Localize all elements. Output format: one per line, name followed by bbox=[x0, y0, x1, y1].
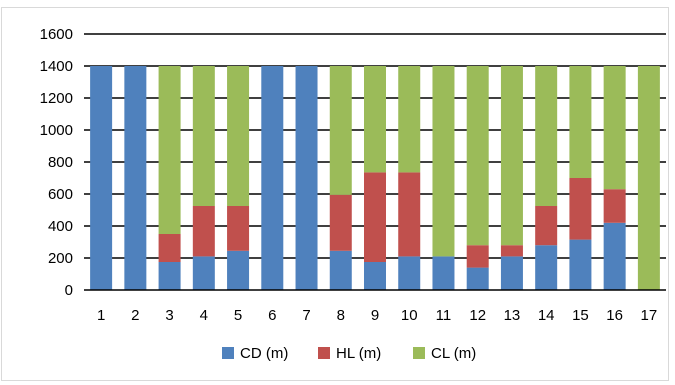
bar-9-cl bbox=[364, 66, 386, 173]
x-tick-label: 10 bbox=[401, 307, 418, 324]
x-tick-label: 2 bbox=[131, 307, 139, 324]
x-tick-label: 9 bbox=[371, 307, 379, 324]
legend-swatch-cd bbox=[222, 347, 234, 359]
x-tick-label: 11 bbox=[436, 307, 452, 324]
bar-16-cl bbox=[603, 66, 626, 190]
bar-14-hl bbox=[535, 206, 558, 246]
x-tick-label: 1 bbox=[97, 307, 105, 324]
bar-8-cl bbox=[329, 66, 352, 195]
bar-13-cl bbox=[500, 66, 523, 246]
bar-15-hl bbox=[569, 178, 592, 240]
y-tick-label: 0 bbox=[65, 282, 73, 299]
x-tick-label: 8 bbox=[337, 307, 345, 324]
y-tick-label: 600 bbox=[48, 186, 73, 203]
legend: CD (m) HL (m) CL (m) bbox=[222, 345, 476, 362]
y-tick-label: 400 bbox=[48, 218, 73, 235]
x-tick-label: 12 bbox=[469, 307, 486, 324]
bar-9-hl bbox=[364, 172, 386, 262]
x-tick-label: 17 bbox=[641, 307, 658, 324]
bar-16-cd bbox=[603, 222, 626, 290]
bar-3-cl bbox=[158, 66, 181, 234]
bar-10-cd bbox=[398, 256, 421, 290]
y-tick-label: 1000 bbox=[40, 122, 73, 139]
bar-8-hl bbox=[329, 194, 352, 251]
bar-1-cd bbox=[90, 66, 113, 290]
bar-3-hl bbox=[158, 234, 181, 262]
bar-16-hl bbox=[603, 189, 626, 223]
bar-8-cd bbox=[329, 250, 352, 290]
bar-5-cl bbox=[227, 66, 250, 206]
bar-10-cl bbox=[398, 66, 421, 173]
legend-swatch-hl bbox=[318, 347, 330, 359]
bar-5-cd bbox=[227, 250, 250, 290]
bar-11-cl bbox=[432, 66, 455, 257]
x-tick-label: 15 bbox=[572, 307, 589, 324]
bar-15-cl bbox=[569, 66, 592, 178]
bar-15-cd bbox=[569, 239, 592, 290]
bar-4-cl bbox=[192, 66, 215, 206]
legend-label-cl: CL (m) bbox=[431, 345, 476, 362]
x-tick-label: 16 bbox=[606, 307, 623, 324]
bar-4-hl bbox=[192, 206, 215, 257]
bar-14-cl bbox=[535, 66, 558, 206]
x-tick-label: 14 bbox=[538, 307, 555, 324]
x-tick-label: 4 bbox=[200, 307, 208, 324]
bar-11-cd bbox=[432, 256, 455, 290]
bar-14-cd bbox=[535, 245, 558, 290]
legend-swatch-cl bbox=[413, 347, 425, 359]
x-tick-label: 13 bbox=[504, 307, 521, 324]
y-tick-label: 1600 bbox=[40, 26, 73, 43]
x-tick-label: 3 bbox=[165, 307, 173, 324]
legend-label-cd: CD (m) bbox=[240, 345, 288, 362]
y-tick-label: 200 bbox=[48, 250, 73, 267]
bar-17-cl bbox=[637, 66, 660, 290]
legend-label-hl: HL (m) bbox=[336, 345, 381, 362]
bar-9-cd bbox=[364, 262, 386, 290]
bar-7-cd bbox=[295, 66, 318, 290]
bar-12-cd bbox=[466, 267, 489, 290]
x-tick-label: 6 bbox=[268, 307, 276, 324]
x-tick-label: 7 bbox=[302, 307, 310, 324]
bar-13-cd bbox=[500, 256, 523, 290]
bar-12-hl bbox=[466, 245, 489, 268]
bar-3-cd bbox=[158, 262, 181, 290]
bar-10-hl bbox=[398, 172, 421, 257]
bars bbox=[90, 66, 660, 290]
y-tick-label: 1200 bbox=[40, 90, 73, 107]
bar-6-cd bbox=[261, 66, 284, 290]
chart-frame: 0 200 400 600 800 1000 1200 1400 1600 1 2 3 4 5 6 7 8 9 10… bbox=[1, 7, 669, 381]
bar-5-hl bbox=[227, 206, 250, 251]
y-tick-label: 1400 bbox=[40, 58, 73, 75]
bar-12-cl bbox=[466, 66, 489, 246]
bar-4-cd bbox=[192, 256, 215, 290]
x-tick-label: 5 bbox=[234, 307, 242, 324]
bar-13-hl bbox=[500, 245, 523, 257]
y-tick-label: 800 bbox=[48, 154, 73, 171]
bar-2-cd bbox=[124, 66, 147, 290]
